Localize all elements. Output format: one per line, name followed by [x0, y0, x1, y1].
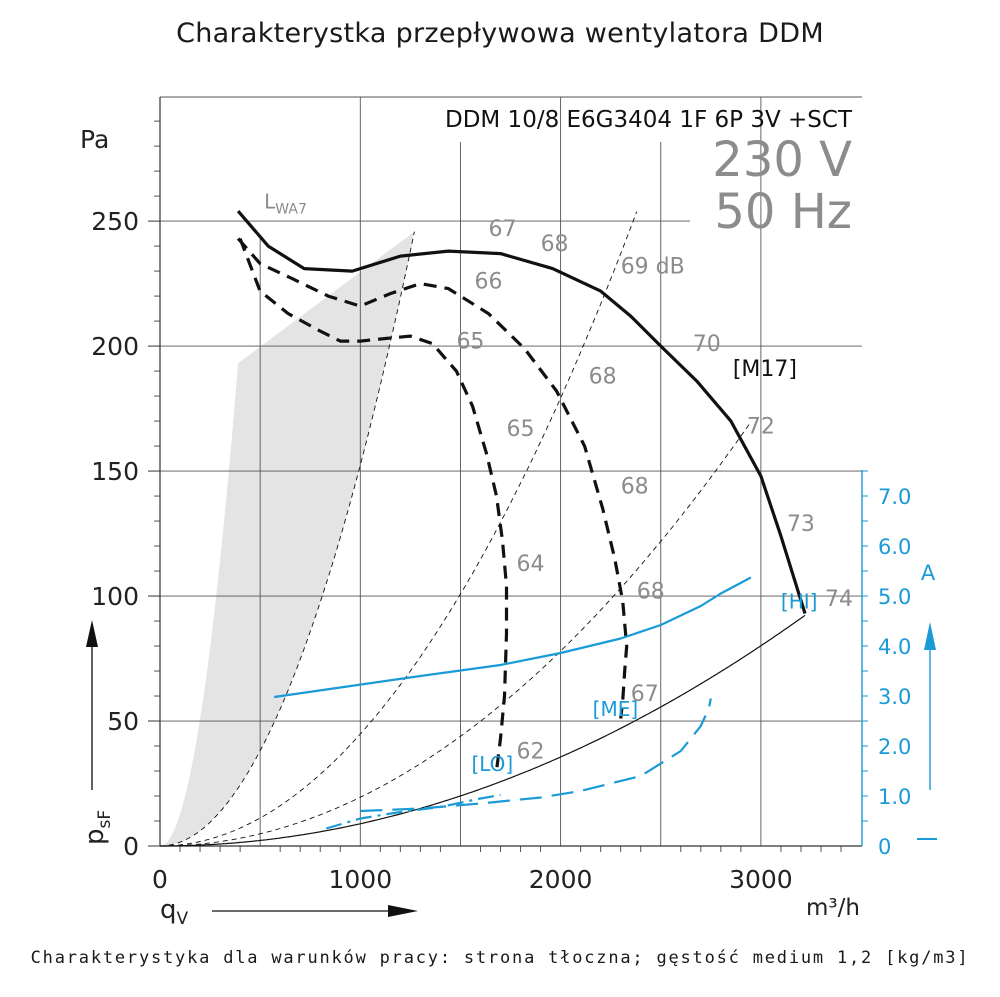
- sound-level-subscript: WA7: [275, 202, 307, 218]
- series-current-me: [360, 698, 712, 813]
- noise-label-5: 73: [787, 512, 815, 537]
- y-tick-label-50: 50: [107, 707, 139, 736]
- noise-label-15: 62: [517, 740, 545, 765]
- series-m17: [236, 210, 807, 614]
- footnote: Charakterystyka dla warunków pracy: stro…: [30, 948, 970, 968]
- noise-label-13: 65: [507, 417, 535, 442]
- noise-label-9: 68: [621, 475, 649, 500]
- current-tick-label-7: 7.0: [878, 485, 911, 509]
- noise-label-4: 72: [747, 415, 775, 440]
- curve-label-lo: [LO]: [471, 752, 513, 776]
- noise-label-1: 68: [541, 232, 569, 257]
- current-tick-label-2: 2.0: [878, 735, 911, 759]
- series-pressure-medium: [236, 237, 629, 719]
- y-axis-symbol: psF: [80, 810, 115, 845]
- noise-label-0: 67: [488, 217, 516, 242]
- series-pressure-low: [238, 238, 509, 772]
- noise-label-3: 70: [693, 332, 721, 357]
- current-tick-label-1: 1.0: [878, 785, 911, 809]
- noise-label-14: 64: [517, 552, 545, 577]
- system-curve-3: [160, 421, 752, 847]
- y-tick-label-150: 150: [91, 457, 139, 486]
- system-curve-4: [160, 614, 806, 847]
- frequency-label: 50 Hz: [714, 184, 852, 240]
- curve-label-me: [ME]: [593, 697, 639, 721]
- y-tick-label-200: 200: [91, 332, 139, 361]
- grid: [148, 96, 868, 852]
- x-tick-label-2000: 2000: [529, 865, 593, 894]
- model-label: DDM 10/8 E6G3404 1F 6P 3V +SCT: [445, 107, 853, 133]
- x-tick-label-0: 0: [152, 865, 168, 894]
- sound-level-label: LWA7: [264, 190, 307, 218]
- operating-limit-area: [160, 231, 415, 847]
- current-tick-label-3: 3.0: [878, 685, 911, 709]
- x-tick-label-1000: 1000: [328, 865, 392, 894]
- noise-label-7: 66: [474, 270, 502, 295]
- system-curve-2: [160, 211, 638, 847]
- x-axis-subscript: V: [177, 909, 189, 929]
- curve-label-m17: [M17]: [733, 357, 797, 382]
- series-current-hi: [274, 576, 752, 699]
- x-unit-label: m³/h: [806, 895, 860, 921]
- current-tick-label-4: 4.0: [878, 635, 911, 659]
- y-unit-label: Pa: [80, 125, 109, 154]
- noise-label-6: 74: [825, 587, 853, 612]
- voltage-label: 230 V: [712, 132, 852, 188]
- noise-label-12: 65: [456, 330, 484, 355]
- current-tick-label-0: 0: [878, 835, 891, 859]
- noise-label-10: 68: [637, 580, 665, 605]
- y-tick-label-250: 250: [91, 207, 139, 236]
- page-title: Charakterystka przepływowa wentylatora D…: [176, 18, 824, 49]
- noise-label-2: 69 dB: [621, 255, 685, 280]
- noise-label-11: 67: [631, 682, 659, 707]
- curve-label-hi: [HI]: [781, 590, 818, 614]
- x-arrow-head: [388, 905, 418, 917]
- x-tick-label-3000: 3000: [729, 865, 793, 894]
- y-arrow-head: [86, 620, 98, 647]
- y-axis-subscript: sF: [95, 810, 115, 829]
- current-arrow-head: [924, 622, 936, 650]
- x-axis-symbol: qV: [160, 895, 189, 929]
- y-tick-label-0: 0: [123, 832, 139, 861]
- current-tick-label-5: 5.0: [878, 585, 911, 609]
- current-unit-label: A: [921, 561, 936, 585]
- noise-label-8: 68: [589, 365, 617, 390]
- current-tick-label-6: 6.0: [878, 535, 911, 559]
- series-current-lo: [325, 793, 501, 830]
- y-tick-label-100: 100: [91, 582, 139, 611]
- system-curve-1: [160, 231, 415, 847]
